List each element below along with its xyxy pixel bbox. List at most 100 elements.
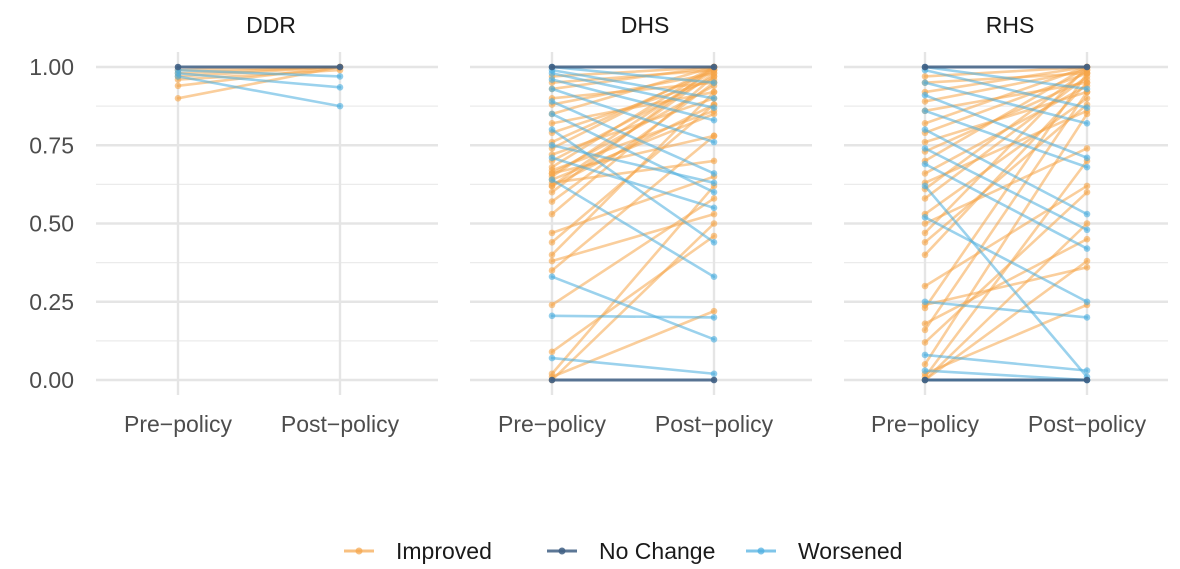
legend-label: Worsened	[798, 538, 902, 564]
data-point-pre	[548, 301, 556, 309]
data-point-post	[1083, 264, 1091, 271]
series-line-worsened	[923, 184, 1089, 379]
legend-key-point	[757, 547, 765, 555]
data-point-pre	[548, 312, 556, 320]
data-point-post	[1083, 367, 1091, 374]
series-line-worsened	[550, 112, 716, 194]
data-point-post	[710, 204, 718, 212]
data-point-post	[1083, 245, 1091, 252]
data-point-pre	[548, 257, 556, 265]
series-line-improved	[550, 222, 716, 382]
data-point-pre	[548, 63, 556, 71]
series-line-worsened	[550, 65, 716, 84]
series-line-worsened	[923, 369, 1089, 382]
data-point-post	[1083, 120, 1091, 127]
y-tick-label: 0.50	[29, 211, 74, 237]
data-point-post	[710, 132, 718, 140]
data-point-pre	[548, 141, 556, 149]
data-point-post	[710, 138, 718, 146]
series-line-improved	[923, 184, 1089, 288]
x-tick-label: Pre−policy	[124, 411, 233, 437]
series-line-worsened	[550, 71, 716, 109]
data-point-post	[1083, 314, 1091, 321]
series-line-improved	[550, 175, 716, 235]
data-point-pre	[921, 361, 929, 368]
series-line-worsened	[550, 100, 716, 175]
data-point-pre	[921, 229, 929, 237]
data-point-pre	[921, 138, 929, 146]
data-point-post	[1083, 220, 1091, 227]
series-line-worsened	[923, 81, 1089, 125]
data-point-pre	[921, 351, 929, 359]
legend-key-point	[558, 547, 566, 555]
series-line-worsened	[923, 300, 1089, 319]
series-line-worsened	[923, 68, 1089, 109]
data-point-pre	[921, 282, 929, 290]
data-point-post	[1083, 226, 1091, 234]
data-point-post	[710, 232, 718, 240]
data-point-pre	[921, 79, 929, 86]
data-point-pre	[921, 126, 929, 133]
series-line-worsened	[550, 68, 716, 100]
series-line-improved	[550, 78, 716, 135]
series-line-improved	[550, 112, 716, 181]
series-line-improved	[550, 134, 716, 272]
data-point-post	[1083, 69, 1091, 77]
data-point-pre	[548, 154, 556, 162]
data-point-pre	[174, 95, 182, 102]
data-point-pre	[548, 126, 556, 133]
facet-title: DDR	[246, 12, 296, 38]
series-line-improved	[550, 84, 716, 175]
data-point-post	[336, 73, 344, 80]
series-line-improved	[923, 90, 1089, 332]
series-line-improved	[923, 81, 1089, 257]
series-line-improved	[550, 90, 716, 125]
series-line-worsened	[550, 275, 716, 341]
series-line-worsened	[550, 128, 716, 244]
data-point-pre	[548, 182, 556, 190]
data-point-pre	[548, 110, 556, 118]
y-tick-label: 0.75	[29, 132, 74, 158]
series-line-improved	[550, 159, 716, 185]
x-tick-label: Post−policy	[1028, 411, 1147, 437]
x-tick-label: Post−policy	[281, 411, 400, 437]
data-point-pre	[548, 85, 556, 93]
series-line-worsened	[923, 65, 1089, 91]
data-point-pre	[921, 63, 929, 71]
series-line-worsened	[550, 156, 716, 210]
data-point-pre	[548, 170, 556, 177]
series-line-worsened	[923, 128, 1089, 216]
data-point-post	[1083, 188, 1091, 196]
facet-panel-rhs: RHS Pre−policy Post−policy	[844, 12, 1168, 437]
facet-title: RHS	[986, 12, 1035, 38]
data-point-post	[1083, 154, 1091, 162]
series-line-worsened	[923, 215, 1089, 304]
facet-title: DHS	[621, 12, 670, 38]
data-point-post	[710, 314, 718, 321]
x-tick-label: Pre−policy	[871, 411, 980, 437]
data-point-pre	[921, 251, 929, 259]
data-point-post	[1083, 79, 1091, 86]
series-line-improved	[550, 103, 716, 188]
data-point-pre	[548, 238, 556, 246]
data-point-pre	[548, 210, 556, 218]
data-point-post	[336, 63, 344, 71]
data-point-pre	[921, 376, 929, 384]
series-line-worsened	[550, 143, 716, 185]
data-point-pre	[548, 188, 556, 196]
x-tick-label: Pre−policy	[498, 411, 607, 437]
series-line-improved	[923, 65, 1089, 235]
data-point-post	[1083, 235, 1091, 243]
series-line-improved	[923, 147, 1089, 225]
data-point-post	[1083, 163, 1091, 171]
data-point-pre	[921, 91, 929, 99]
series-line-improved	[923, 222, 1089, 382]
data-point-post	[710, 79, 718, 86]
series-line-improved	[923, 112, 1089, 366]
data-point-post	[710, 63, 718, 71]
legend-key-point	[355, 547, 363, 555]
series-line-worsened	[923, 109, 1089, 169]
data-point-post	[710, 370, 718, 378]
data-point-pre	[921, 298, 929, 306]
series-line-improved	[923, 78, 1089, 153]
